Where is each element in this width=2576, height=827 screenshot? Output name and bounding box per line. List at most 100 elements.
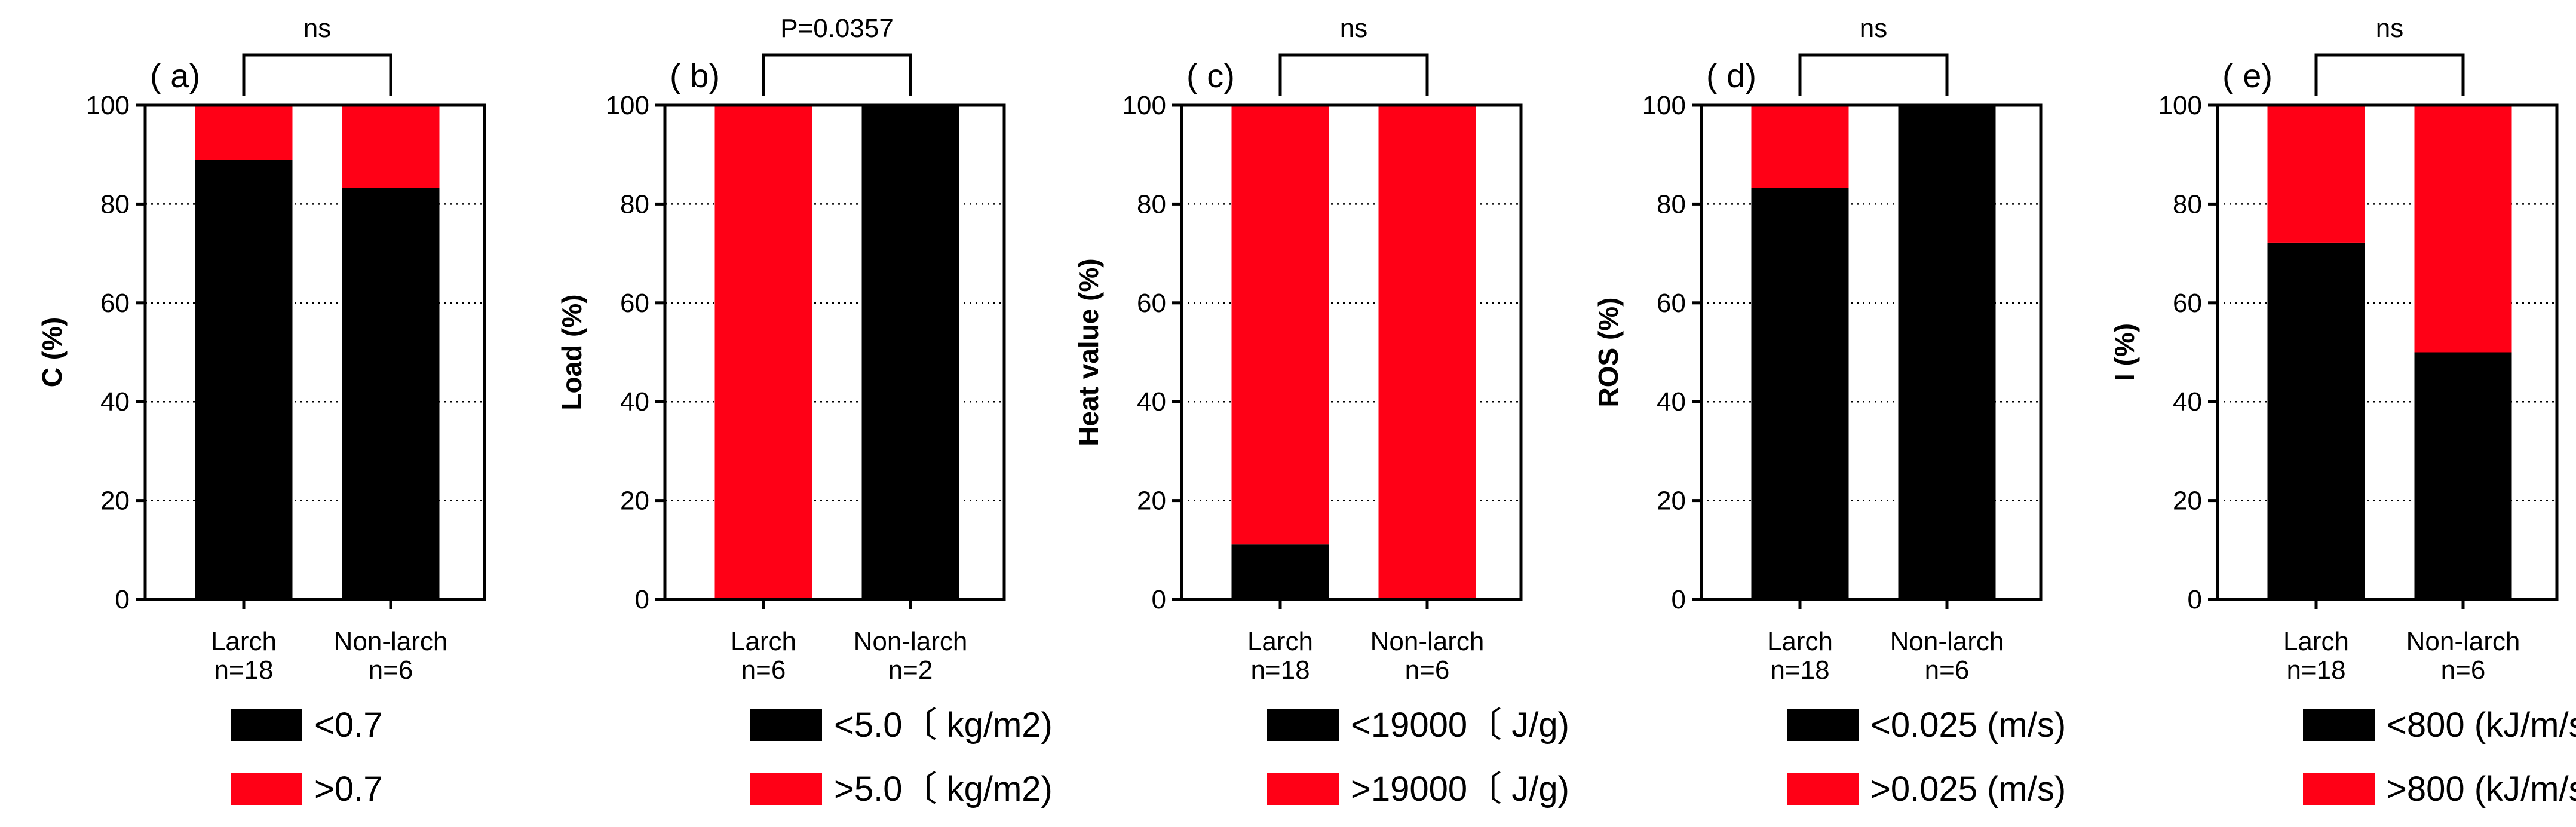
legend-label: >19000〔 J/g) [1351, 770, 1569, 808]
bar-segment-below [1231, 544, 1329, 599]
significance-label: P=0.0357 [780, 14, 894, 43]
x-category-n: n=18 [2286, 656, 2345, 685]
y-tick-label: 20 [1657, 486, 1686, 516]
bar-segment-above [714, 105, 812, 599]
plot-frame [663, 103, 1006, 601]
y-tick-label: 20 [620, 486, 649, 516]
bar-segment-below [2267, 242, 2365, 599]
y-tick-label: 100 [1123, 91, 1166, 120]
y-tick-label: 60 [1137, 289, 1166, 318]
x-category-label: Non-larch [1370, 627, 1485, 656]
y-axis-title: Load (%) [556, 294, 587, 410]
significance-bracket [762, 53, 912, 96]
y-tick-label: 80 [2173, 189, 2202, 219]
legend-swatch-above [750, 773, 822, 805]
legend-label: >800 (kJ/m/s) [2387, 770, 2576, 808]
significance-label: ns [1860, 14, 1887, 43]
y-tick-label: 80 [620, 189, 649, 219]
y-tick-label: 100 [2158, 91, 2202, 120]
y-tick-label: 0 [115, 585, 130, 614]
y-tick-label: 20 [1137, 486, 1166, 516]
y-tick-label: 80 [1137, 189, 1166, 219]
panel-label: ( b) [670, 57, 720, 94]
y-axis-title: C (%) [36, 317, 68, 388]
x-category-n: n=18 [214, 656, 273, 685]
y-tick-label: 60 [1657, 289, 1686, 318]
bar-segment-below [1751, 188, 1849, 599]
bar-segment-below [861, 105, 959, 599]
y-tick-label: 100 [1642, 91, 1686, 120]
y-tick-label: 40 [2173, 387, 2202, 416]
legend-label: <5.0〔 kg/m2) [834, 706, 1053, 745]
y-tick-label: 0 [1152, 585, 1166, 614]
panel-label: ( d) [1706, 57, 1756, 94]
x-category-label: Larch [731, 627, 796, 656]
y-axis-title: ROS (%) [1593, 298, 1624, 408]
significance-bracket [1798, 53, 1949, 96]
x-category-n: n=18 [1250, 656, 1310, 685]
legend-label: >5.0〔 kg/m2) [834, 770, 1053, 808]
panel-label: ( e) [2222, 57, 2273, 94]
x-category-label: Non-larch [1890, 627, 2004, 656]
plot-frame [1700, 103, 2043, 601]
panel-label: ( c) [1186, 57, 1235, 94]
x-category-label: Larch [2283, 627, 2349, 656]
legend-label: <0.7 [314, 706, 383, 745]
legend-swatch-below [231, 709, 302, 741]
bar-segment-below [1898, 105, 1996, 599]
bar-segment-above [1378, 105, 1476, 599]
bar-segment-above [2267, 105, 2365, 243]
plot-frame [2216, 103, 2559, 601]
legend-label: <0.025 (m/s) [1870, 706, 2066, 745]
y-tick-label: 40 [1657, 387, 1686, 416]
bar-segment-above [342, 105, 440, 188]
y-tick-label: 0 [2188, 585, 2202, 614]
x-category-label: Non-larch [334, 627, 448, 656]
y-tick-label: 100 [86, 91, 130, 120]
y-tick-label: 60 [100, 289, 130, 318]
y-tick-label: 40 [100, 387, 130, 416]
y-axis-title: Heat value (%) [1073, 258, 1104, 446]
x-category-n: n=18 [1770, 656, 1829, 685]
x-category-label: Larch [1247, 627, 1313, 656]
legend-label: <19000〔 J/g) [1351, 706, 1569, 745]
y-tick-label: 20 [100, 486, 130, 516]
x-category-n: n=6 [741, 656, 786, 685]
y-tick-label: 20 [2173, 486, 2202, 516]
legend-label: >0.025 (m/s) [1870, 770, 2066, 808]
y-tick-label: 0 [1672, 585, 1686, 614]
panel-label: ( a) [150, 57, 200, 94]
y-tick-label: 0 [635, 585, 649, 614]
x-category-label: Non-larch [854, 627, 968, 656]
legend-swatch-below [1787, 709, 1859, 741]
y-tick-label: 60 [2173, 289, 2202, 318]
y-tick-label: 40 [1137, 387, 1166, 416]
significance-label: ns [1340, 14, 1367, 43]
legend-swatch-above [231, 773, 302, 805]
plot-frame [143, 103, 486, 601]
y-axis-title: I (%) [2109, 323, 2140, 381]
significance-bracket [1278, 53, 1429, 96]
legend-swatch-below [750, 709, 822, 741]
bar-segment-below [195, 160, 293, 599]
bar-segment-below [342, 188, 440, 599]
y-tick-label: 60 [620, 289, 649, 318]
legend-swatch-above [1787, 773, 1859, 805]
x-category-n: n=6 [369, 656, 413, 685]
y-tick-label: 40 [620, 387, 649, 416]
y-tick-label: 100 [606, 91, 649, 120]
x-category-label: Larch [211, 627, 277, 656]
legend-swatch-above [2303, 773, 2375, 805]
legend-swatch-below [2303, 709, 2375, 741]
bar-segment-above [1231, 105, 1329, 545]
legend-label: >0.7 [314, 770, 383, 808]
y-tick-label: 80 [100, 189, 130, 219]
bar-segment-above [2414, 105, 2512, 353]
y-tick-label: 80 [1657, 189, 1686, 219]
